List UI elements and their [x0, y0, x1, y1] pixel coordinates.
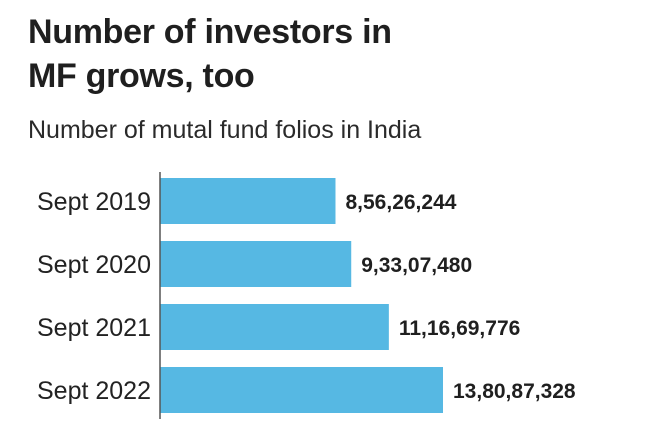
- bar-sept-2021: [160, 304, 389, 350]
- value-label: 13,80,87,328: [453, 380, 576, 403]
- category-label: Sept 2022: [37, 377, 151, 405]
- category-label: Sept 2020: [37, 251, 151, 279]
- chart-title-line-2: MF grows, too: [28, 57, 255, 95]
- bar-sept-2020: [160, 241, 352, 287]
- value-label: 11,16,69,776: [399, 317, 520, 340]
- chart-title-line-1: Number of investors in: [28, 13, 392, 51]
- chart-title: Number of investors in MF grows, too: [28, 10, 392, 98]
- value-label: 9,33,07,480: [361, 254, 472, 277]
- bar-sept-2022: [160, 367, 443, 413]
- category-label: Sept 2021: [37, 314, 151, 342]
- chart-subtitle: Number of mutal fund folios in India: [28, 116, 422, 144]
- bar-sept-2019: [160, 178, 336, 224]
- category-label: Sept 2019: [37, 188, 151, 216]
- value-label: 8,56,26,244: [345, 191, 456, 214]
